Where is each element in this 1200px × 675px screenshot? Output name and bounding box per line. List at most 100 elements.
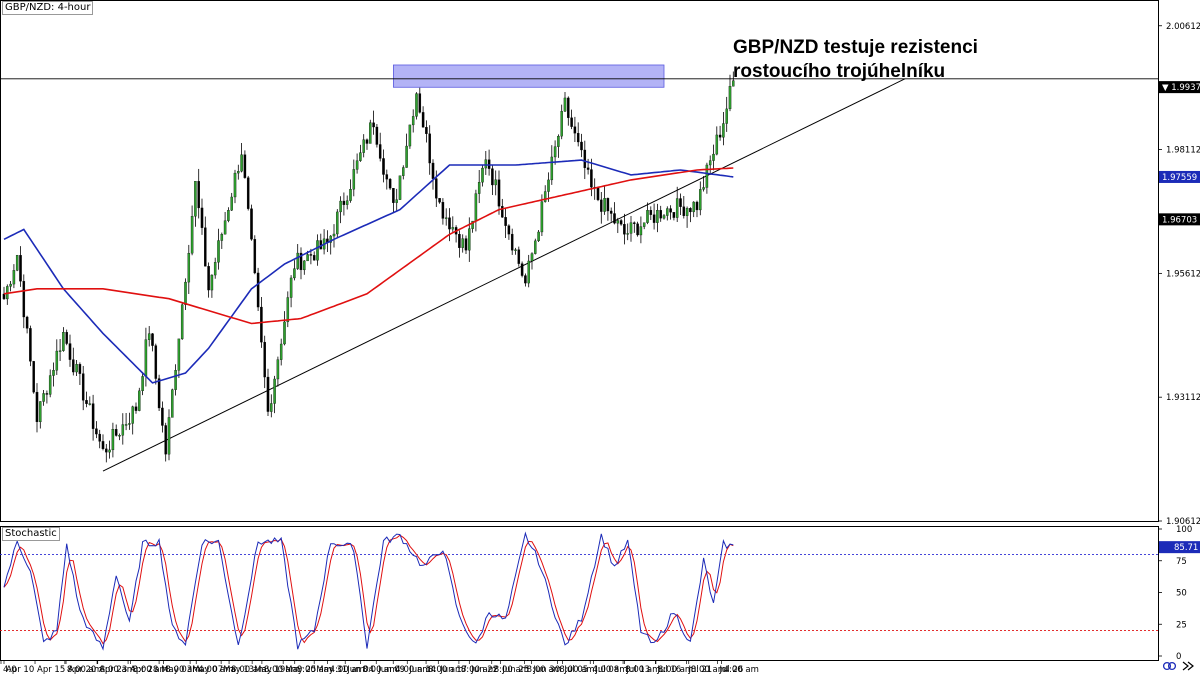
candle — [646, 202, 649, 225]
candle-body — [180, 304, 184, 340]
candle-body — [260, 306, 263, 343]
candle-body — [157, 378, 161, 409]
candle — [279, 338, 283, 366]
candle-body — [672, 212, 676, 218]
candle — [88, 396, 92, 406]
candle — [494, 170, 497, 196]
candle-body — [596, 187, 600, 201]
candle-body — [316, 240, 319, 261]
time-tick-label: Jun 14 — [408, 665, 436, 675]
candle — [352, 159, 356, 197]
candle-body — [223, 220, 227, 235]
candle-body — [303, 260, 306, 271]
candle — [329, 234, 332, 255]
candle-body — [421, 112, 425, 128]
candle-body — [418, 93, 422, 113]
time-tick-label: 8:00 am — [625, 665, 660, 675]
candle — [32, 360, 35, 394]
candle — [233, 169, 237, 204]
candle-body — [95, 428, 98, 435]
candle-body — [289, 277, 293, 298]
candle — [48, 369, 52, 398]
candle — [174, 364, 177, 396]
candle-body — [718, 134, 722, 138]
candle-body — [171, 389, 174, 418]
candle-body — [514, 249, 517, 251]
candle-body — [68, 343, 72, 360]
candle — [286, 291, 290, 328]
candle — [213, 257, 217, 279]
time-tick-label: Apr 28 — [130, 665, 158, 675]
candle — [626, 223, 629, 241]
scroll-right-icon[interactable] — [1182, 661, 1194, 671]
candle-body — [22, 281, 26, 318]
price-label-box — [1159, 81, 1200, 94]
fast-moving-average — [3, 159, 734, 384]
candle-body — [131, 406, 134, 424]
candle-body — [12, 270, 16, 285]
candle-body — [461, 238, 464, 248]
time-tick-label: May 13 — [223, 665, 254, 675]
candle-body — [530, 253, 534, 262]
candle — [596, 187, 600, 202]
candle-body — [283, 321, 286, 345]
candle — [497, 170, 501, 215]
candle-body — [652, 214, 656, 223]
candle — [141, 372, 144, 396]
candle — [95, 421, 98, 439]
candle-body — [9, 283, 12, 287]
candle — [408, 124, 412, 149]
candle — [725, 96, 728, 132]
candle — [42, 389, 45, 406]
price-label-box — [1159, 170, 1200, 183]
time-tick-label: 8:00 am — [494, 665, 529, 675]
candle — [448, 208, 451, 242]
link-icon[interactable] — [1162, 661, 1177, 671]
time-tick-label: Jun 22 — [470, 665, 498, 675]
price-tick-label: 1.95612 — [1166, 269, 1200, 279]
candle-body — [441, 202, 445, 219]
stochastic-value-box — [1159, 541, 1200, 554]
candle-body — [484, 159, 488, 169]
candle-body — [378, 144, 382, 159]
candle — [362, 134, 365, 158]
headline-line-1: GBP/NZD testuje rezistenci — [733, 37, 978, 58]
stochastic-tick-label: 50 — [1176, 589, 1187, 599]
time-tick-label: May 25 — [285, 665, 316, 675]
time-tick-label: 8:00 am — [428, 665, 463, 675]
candle — [576, 122, 580, 147]
candle — [332, 224, 336, 248]
candle — [190, 205, 194, 256]
candle-body — [669, 208, 672, 213]
candle — [207, 262, 210, 298]
candle — [514, 247, 517, 255]
candle — [491, 164, 494, 195]
candle-body — [428, 133, 431, 164]
symbol-label: GBP/NZD: 4-hour — [2, 1, 94, 15]
candle — [388, 177, 392, 190]
candle — [62, 327, 65, 352]
candle-body — [39, 401, 42, 423]
candle — [428, 125, 431, 175]
stochastic-label: Stochastic — [2, 527, 60, 541]
candle-body — [207, 266, 210, 291]
candle-body — [666, 208, 669, 216]
candle — [705, 162, 709, 194]
candle-body — [385, 174, 389, 180]
candle-body — [662, 215, 666, 219]
candle-body — [263, 341, 266, 378]
candle-body — [336, 211, 339, 235]
candle — [378, 132, 382, 162]
candle — [477, 169, 481, 204]
candle — [550, 145, 554, 185]
candle-body — [468, 228, 471, 251]
candle-body — [540, 201, 544, 233]
time-tick-label: Jul 16 — [656, 665, 681, 675]
candle — [695, 200, 699, 218]
candle — [12, 264, 16, 289]
candle — [114, 424, 118, 437]
candle-body — [517, 249, 521, 264]
candle-body — [689, 208, 692, 213]
candle — [633, 221, 636, 233]
